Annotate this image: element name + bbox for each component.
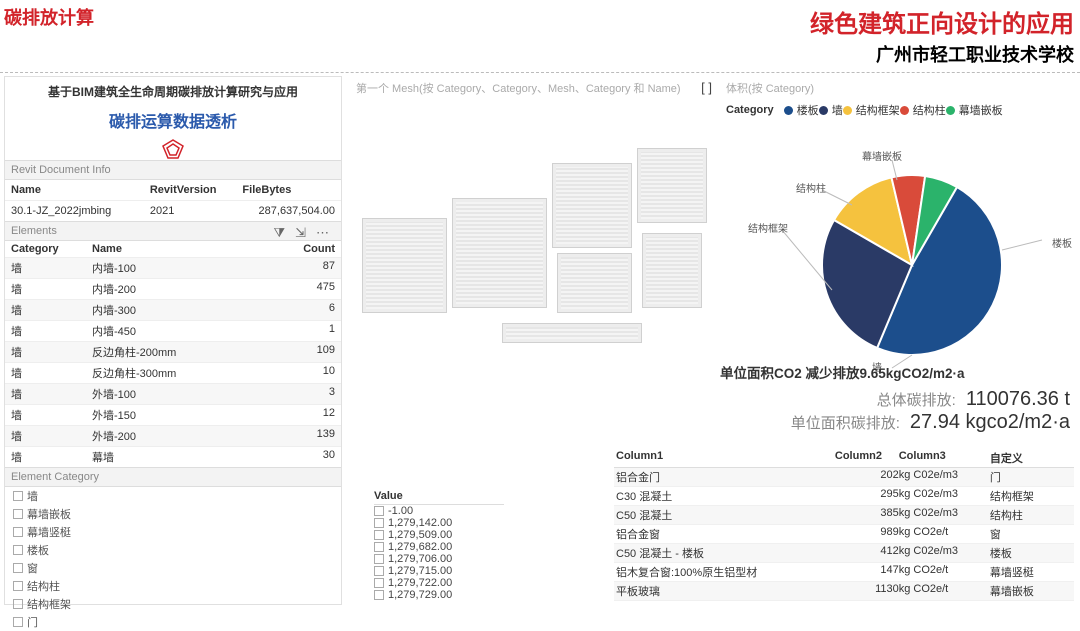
mat-col2: Column2 [835,450,899,466]
mesh-canvas[interactable] [352,98,714,453]
doc-info-header: Name RevitVersion FileBytes [5,180,341,200]
mat-col3: Column3 [899,450,990,466]
material-row[interactable]: 铝合金窗989kg CO2e/t窗 [614,525,1074,544]
table-row[interactable]: 墙内墙-3006 [5,299,341,320]
table-row[interactable]: 墙内墙-4501 [5,320,341,341]
table-row[interactable]: 墙内墙-10087 [5,257,341,278]
table-row[interactable]: 墙反边角柱-200mm109 [5,341,341,362]
legend-item[interactable]: 结构框架 [843,102,900,118]
value-row[interactable]: 1,279,729.00 [374,589,504,601]
table-row[interactable]: 墙幕墙30 [5,446,341,467]
total-emission-label: 总体碳排放: [877,389,956,410]
value-row[interactable]: -1.00 [374,505,504,517]
value-row[interactable]: 1,279,715.00 [374,565,504,577]
value-row[interactable]: 1,279,682.00 [374,541,504,553]
value-row[interactable]: 1,279,142.00 [374,517,504,529]
doc-bytes: 287,637,504.00 [242,205,335,217]
col-filebytes: FileBytes [242,184,335,196]
legend-title: Category [726,104,774,116]
mesh-viewport[interactable]: 第一个 Mesh(按 Category、Category、Mesh、Catego… [348,76,718,457]
doc-info-section: Revit Document Info [5,160,341,180]
category-checkbox[interactable]: 窗 [5,559,341,577]
table-row[interactable]: 墙反边角柱-300mm10 [5,362,341,383]
right-panel: 体积(按 Category) Category 楼板墙结构框架结构柱幕墙嵌板 楼… [722,76,1076,380]
title-green-building: 绿色建筑正向设计的应用 [810,4,1074,39]
doc-info-row[interactable]: 30.1-JZ_2022jmbing 2021 287,637,504.00 [5,200,341,221]
value-header: Value [374,488,504,505]
material-row[interactable]: 铝木复合窗:100%原生铝型材147kg CO2e/t幕墙竖梃 [614,563,1074,582]
legend-item[interactable]: 幕墙嵌板 [946,102,1003,118]
elements-header: Category Name Count [5,241,341,257]
doc-name: 30.1-JZ_2022jmbing [11,205,150,217]
material-row[interactable]: 平板玻璃1130kg CO2e/t幕墙嵌板 [614,582,1074,601]
fullscreen-icon[interactable]: [ ] [701,80,712,95]
table-row[interactable]: 墙内墙-200475 [5,278,341,299]
material-row[interactable]: C30 混凝土295kg C02e/m3结构框架 [614,487,1074,506]
elements-rows: 墙内墙-10087墙内墙-200475墙内墙-3006墙内墙-4501墙反边角柱… [5,257,341,467]
value-row[interactable]: 1,279,722.00 [374,577,504,589]
volume-label: 体积(按 Category) [722,76,1076,100]
value-row[interactable]: 1,279,706.00 [374,553,504,565]
table-row[interactable]: 墙外墙-200139 [5,425,341,446]
category-list: 墙幕墙嵌板幕墙竖梃楼板窗结构柱结构框架门 [5,487,341,631]
material-header: Column1 Column2 Column3 自定义 [614,449,1074,468]
elements-label: Elements [11,225,57,237]
category-checkbox[interactable]: 结构框架 [5,595,341,613]
category-checkbox[interactable]: 门 [5,613,341,631]
legend-item[interactable]: 楼板 [784,102,819,118]
left-panel: 基于BIM建筑全生命周期碳排放计算研究与应用 碳排运算数据透析 Revit Do… [4,76,342,605]
category-checkbox[interactable]: 结构柱 [5,577,341,595]
legend-item[interactable]: 墙 [819,102,843,118]
mat-col1: Column1 [616,450,835,466]
material-table: Column1 Column2 Column3 自定义 铝合金门202kg C0… [614,449,1074,601]
col-version: RevitVersion [150,184,243,196]
category-checkbox[interactable]: 幕墙嵌板 [5,505,341,523]
element-category-section: Element Category [5,467,341,487]
divider [0,72,1080,73]
category-checkbox[interactable]: 楼板 [5,541,341,559]
pie-label-top: 幕墙嵌板 [862,148,902,163]
unit-emission-value: 27.94 kgco2/m2·a [910,411,1070,434]
material-row[interactable]: C50 混凝土385kg C02e/m3结构柱 [614,506,1074,525]
col-count: Count [254,243,335,255]
doc-version: 2021 [150,205,243,217]
filter-icon[interactable]: ⧩ [273,225,285,241]
value-row[interactable]: 1,279,509.00 [374,529,504,541]
pie-chart[interactable]: 楼板 墙 结构框架 结构柱 幕墙嵌板 [722,120,1076,380]
more-icon[interactable]: ⋯ [316,225,329,241]
export-icon[interactable]: ⇲ [295,225,306,241]
pie-label-right: 楼板 [1052,235,1072,250]
title-school: 广州市轻工职业技术学校 [810,41,1074,67]
logo-icon [5,138,341,160]
col-category: Category [11,243,92,255]
elements-section: Elements ⧩ ⇲ ⋯ [5,221,341,241]
pie-legend: Category 楼板墙结构框架结构柱幕墙嵌板 [722,100,1076,120]
data-pivot-title: 碳排运算数据透析 [5,108,341,132]
pie-label-left: 结构框架 [748,220,788,235]
col-name: Name [11,184,150,196]
page-title-left: 碳排放计算 [4,4,94,30]
reduction-line: 单位面积CO2 减少排放9.65kgCO2/m2·a [720,362,1070,382]
category-checkbox[interactable]: 幕墙竖梃 [5,523,341,541]
material-row[interactable]: 铝合金门202kg C02e/m3门 [614,468,1074,487]
table-row[interactable]: 墙外墙-15012 [5,404,341,425]
mat-col4: 自定义 [990,450,1072,466]
emission-stats: 单位面积CO2 减少排放9.65kgCO2/m2·a 总体碳排放: 110076… [720,362,1070,434]
total-emission-value: 110076.36 t [966,388,1070,411]
unit-emission-label: 单位面积碳排放: [791,412,900,433]
pie-label-topleft: 结构柱 [796,180,826,195]
table-row[interactable]: 墙外墙-1003 [5,383,341,404]
mesh-label: 第一个 Mesh(按 Category、Category、Mesh、Catego… [348,76,718,100]
material-row[interactable]: C50 混凝土 - 楼板412kg C02e/m3楼板 [614,544,1074,563]
legend-item[interactable]: 结构柱 [900,102,946,118]
value-list: Value -1.001,279,142.001,279,509.001,279… [374,488,504,601]
col-el-name: Name [92,243,254,255]
bim-title: 基于BIM建筑全生命周期碳排放计算研究与应用 [5,83,341,100]
page-title-right: 绿色建筑正向设计的应用 广州市轻工职业技术学校 [810,4,1074,67]
category-checkbox[interactable]: 墙 [5,487,341,505]
